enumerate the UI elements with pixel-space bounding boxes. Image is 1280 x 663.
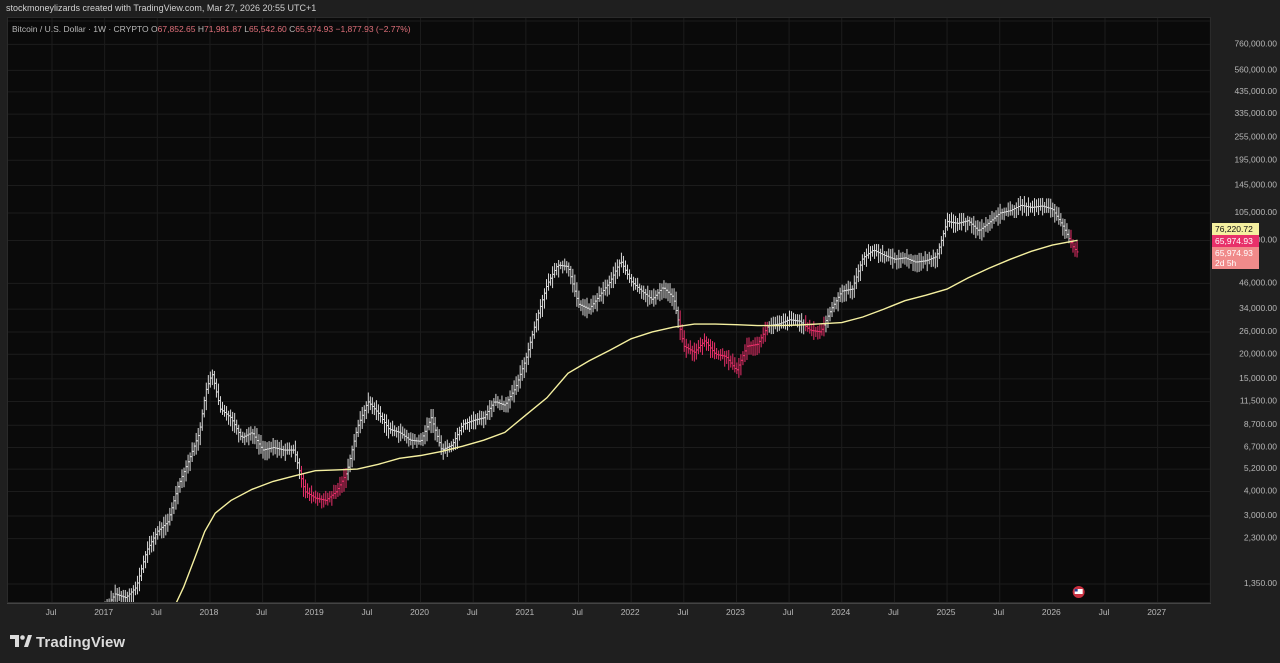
low-value: 65,542.60 bbox=[248, 24, 287, 34]
price-axis-tick-label: 435,000.00 bbox=[1234, 86, 1277, 96]
symbol-legend: Bitcoin / U.S. Dollar · 1W · CRYPTO O67,… bbox=[12, 24, 411, 34]
tradingview-wordmark: TradingView bbox=[36, 633, 126, 651]
time-axis-tick-label: Jul bbox=[151, 607, 162, 617]
open-label: O bbox=[151, 24, 158, 34]
event-badge-canton bbox=[1074, 589, 1078, 592]
time-axis-tick-label: Jul bbox=[888, 607, 899, 617]
time-axis-tick-label: 2022 bbox=[621, 607, 640, 617]
time-axis-tick-label: 2026 bbox=[1042, 607, 1061, 617]
time-axis-tick-label: Jul bbox=[783, 607, 794, 617]
price-axis-tick-label: 20,000.00 bbox=[1239, 348, 1277, 358]
time-axis-tick-label: Jul bbox=[1099, 607, 1110, 617]
chart-pane[interactable] bbox=[7, 17, 1211, 603]
time-axis-tick-label: 2023 bbox=[726, 607, 745, 617]
time-axis-tick-label: 2027 bbox=[1147, 607, 1166, 617]
price-axis[interactable]: 760,000.00 560,000.00 435,000.00 335,000.00… bbox=[1211, 17, 1280, 603]
price-axis-tick-label: 3,000.00 bbox=[1244, 510, 1277, 520]
price-axis-tick-label: 1,350.00 bbox=[1244, 578, 1277, 588]
tradingview-mark-icon bbox=[10, 635, 32, 647]
high-value: 71,981.87 bbox=[204, 24, 242, 34]
price-axis-tick-label: 6,700.00 bbox=[1244, 441, 1277, 451]
time-axis-tick-label: 2018 bbox=[199, 607, 218, 617]
price-axis-tick-label: 11,500.00 bbox=[1240, 395, 1277, 405]
price-axis-tick-label: 15,000.00 bbox=[1239, 373, 1277, 383]
time-axis-tick-label: Jul bbox=[572, 607, 583, 617]
price-axis-tick-label: 145,000.00 bbox=[1234, 179, 1277, 189]
tradingview-logo[interactable]: TradingView bbox=[10, 633, 125, 651]
close-label: C bbox=[289, 24, 296, 34]
change-value: −1,877.93 (−2.77%) bbox=[335, 24, 411, 34]
time-axis-tick-label: 2019 bbox=[305, 607, 324, 617]
price-axis-tick-label: 105,000.00 bbox=[1234, 207, 1277, 217]
price-axis-tick-label: 335,000.00 bbox=[1234, 108, 1277, 118]
time-axis-tick-label: Jul bbox=[256, 607, 267, 617]
price-axis-tick-label: 34,000.00 bbox=[1239, 303, 1277, 313]
time-axis-tick-label: Jul bbox=[361, 607, 372, 617]
grid-lines bbox=[8, 18, 1210, 602]
time-axis[interactable]: Jul 2017 Jul 2018 Jul 2019 Jul 2020 Jul 2021 Jul 20… bbox=[7, 603, 1211, 620]
last-price-tag: 65,974.93 bbox=[1212, 235, 1259, 247]
symbol-name: Bitcoin / U.S. Dollar · 1W · CRYPTO bbox=[12, 24, 149, 34]
event-badge-flag bbox=[1074, 589, 1083, 594]
time-axis-labels: Jul 2017 Jul 2018 Jul 2019 Jul 2020 Jul 2021 Jul 20… bbox=[46, 607, 1167, 617]
price-axis-labels: 760,000.00 560,000.00 435,000.00 335,000.00… bbox=[1234, 38, 1277, 588]
price-axis-tick-label: 26,000.00 bbox=[1239, 326, 1277, 336]
price-axis-tick-label: 195,000.00 bbox=[1234, 154, 1277, 164]
high-label: H bbox=[197, 24, 205, 34]
price-axis-tick-label: 8,700.00 bbox=[1244, 419, 1277, 429]
price-axis-tick-label: 2,300.00 bbox=[1244, 533, 1277, 543]
time-axis-tick-label: Jul bbox=[467, 607, 478, 617]
time-axis-tick-label: Jul bbox=[993, 607, 1004, 617]
time-axis-tick-label: Jul bbox=[677, 607, 688, 617]
price-axis-tick-label: 560,000.00 bbox=[1234, 64, 1277, 74]
last-price-repeat: 65,974.93 bbox=[1215, 248, 1253, 258]
time-axis-tick-label: 2017 bbox=[94, 607, 113, 617]
bar-countdown: 2d 5h bbox=[1215, 258, 1237, 268]
open-value: 67,852.65 bbox=[157, 24, 196, 34]
close-value: 65,974.93 bbox=[295, 24, 334, 34]
low-label: L bbox=[244, 24, 249, 34]
top-bar: stockmoneylizards created with TradingVi… bbox=[0, 0, 1280, 18]
moving-average-line bbox=[175, 239, 1078, 602]
time-axis-tick-label: 2025 bbox=[937, 607, 956, 617]
price-axis-tick-label: 4,000.00 bbox=[1244, 485, 1277, 495]
price-axis-tick-label: 5,200.00 bbox=[1244, 463, 1277, 473]
ma-price-tag: 76,220.72 bbox=[1212, 223, 1259, 235]
weekly-bars bbox=[104, 196, 1079, 602]
price-axis-tick-label: 255,000.00 bbox=[1234, 131, 1277, 141]
time-axis-tick-label: 2024 bbox=[831, 607, 850, 617]
price-axis-tick-label: 760,000.00 bbox=[1234, 38, 1277, 48]
countdown-tag: 65,974.93 2d 5h bbox=[1212, 247, 1259, 269]
time-axis-tick-label: 2021 bbox=[515, 607, 534, 617]
price-chart[interactable] bbox=[8, 18, 1211, 603]
time-axis-tick-label: Jul bbox=[46, 607, 57, 617]
chart-credit: stockmoneylizards created with TradingVi… bbox=[6, 3, 317, 13]
time-axis-tick-label: 2020 bbox=[410, 607, 429, 617]
price-axis-tick-label: 46,000.00 bbox=[1239, 277, 1277, 287]
